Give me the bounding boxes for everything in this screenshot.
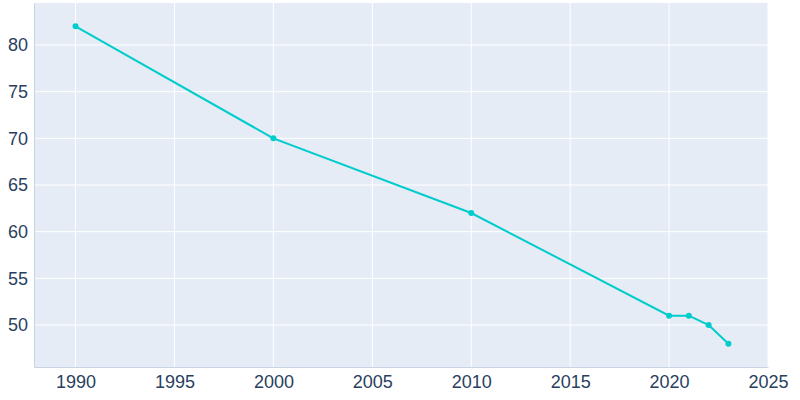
x-axis: 1990 1995 2000 2005 2010 2015 2020 2025 — [35, 367, 789, 392]
tick: 65 — [8, 175, 34, 195]
y-grid-line — [34, 325, 768, 326]
y-grid-line — [34, 231, 768, 232]
tick: 2020 — [650, 367, 690, 392]
tick: 60 — [8, 222, 34, 242]
axis-line — [34, 4, 35, 368]
tick-label: 65 — [8, 175, 28, 195]
tick: 2015 — [551, 367, 591, 392]
tick-label: 2025 — [748, 372, 788, 392]
tick: 2010 — [452, 367, 492, 392]
tick: 50 — [8, 315, 34, 335]
tick: 2000 — [254, 367, 294, 392]
point — [666, 313, 672, 319]
point — [73, 23, 79, 29]
tick-label: 80 — [8, 35, 28, 55]
y-grid-line — [34, 91, 768, 92]
plot-background — [34, 3, 768, 367]
tick-label: 1995 — [155, 372, 195, 392]
tick: 75 — [8, 82, 34, 102]
tick-label: 70 — [8, 129, 28, 149]
y-grid-line — [34, 138, 768, 139]
tick: 1995 — [155, 367, 195, 392]
tick-label: 2010 — [452, 372, 492, 392]
y-grid-line — [34, 278, 768, 279]
tick: 55 — [8, 269, 34, 289]
tick: 1990 — [56, 367, 96, 392]
tick-label: 2020 — [650, 372, 690, 392]
point — [468, 210, 474, 216]
y-grid-line — [34, 45, 768, 46]
point — [686, 313, 692, 319]
point — [270, 135, 276, 141]
chart: 1990 1995 2000 2005 2010 2015 2020 2025 50 55 60 65… — [0, 0, 800, 400]
point — [725, 341, 731, 347]
tick: 2025 — [748, 367, 788, 392]
tick: 2005 — [353, 367, 393, 392]
tick-label: 1990 — [56, 372, 96, 392]
point — [706, 322, 712, 328]
axis-line — [35, 367, 769, 368]
tick-label: 2000 — [254, 372, 294, 392]
grid — [34, 3, 768, 367]
tick-label: 2005 — [353, 372, 393, 392]
tick-label: 50 — [8, 315, 28, 335]
tick-label: 60 — [8, 222, 28, 242]
plot-area — [73, 23, 732, 346]
tick-label: 2015 — [551, 372, 591, 392]
line — [76, 26, 729, 343]
tick-label: 75 — [8, 82, 28, 102]
tick-label: 55 — [8, 269, 28, 289]
y-axis: 50 55 60 65 70 75 80 — [8, 4, 35, 368]
tick: 80 — [8, 35, 34, 55]
y-grid-line — [34, 185, 768, 186]
tick: 70 — [8, 129, 34, 149]
